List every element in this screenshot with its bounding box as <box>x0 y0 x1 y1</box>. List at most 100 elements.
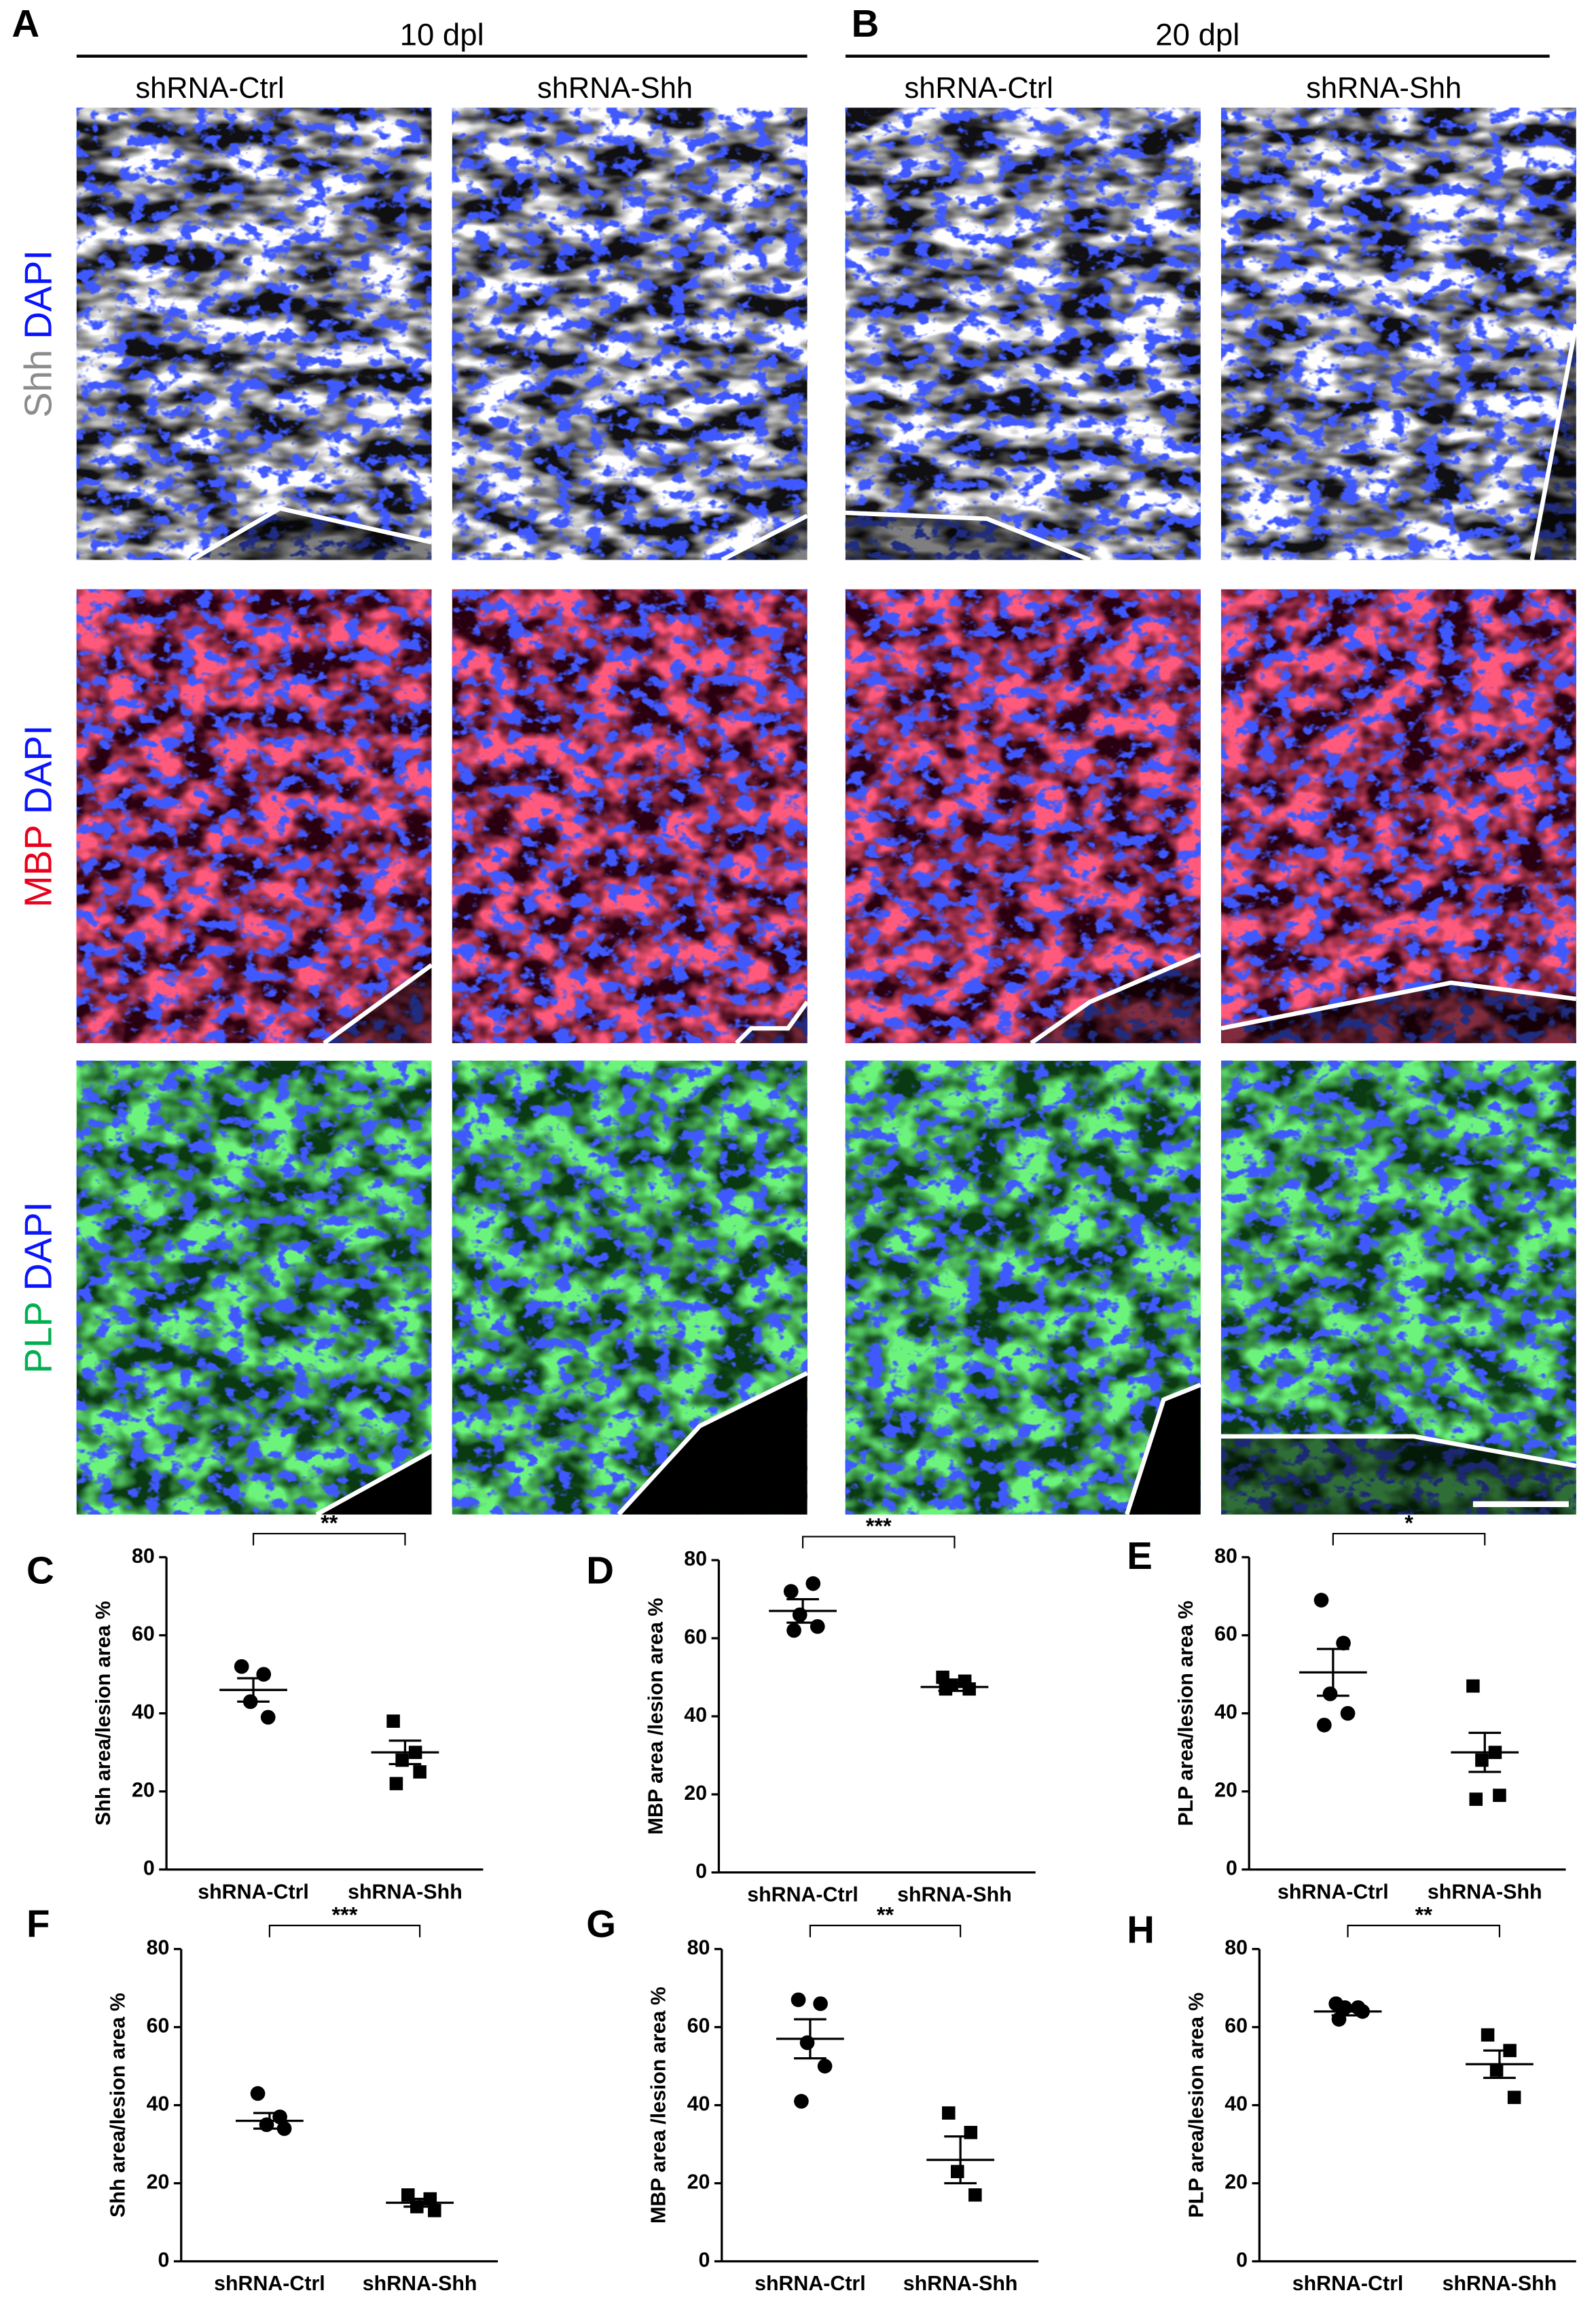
lesion-boundary <box>1220 980 1577 1031</box>
x-tick-label: shRNA-Ctrl <box>214 2273 325 2295</box>
x-tick-label: shRNA-Shh <box>1428 1881 1542 1903</box>
panel-letter: G <box>586 1902 616 1945</box>
y-axis-label: Shh area/lesion area % <box>107 1993 130 2218</box>
x-tick-label: shRNA-Shh <box>897 1884 1012 1906</box>
significance-bracket <box>801 1536 956 1549</box>
y-axis-label: PLP area/lesion area % <box>1175 1601 1197 1826</box>
panel-letter: E <box>1127 1534 1153 1577</box>
data-point <box>1340 1705 1356 1721</box>
micrograph <box>76 107 433 562</box>
lesion-boundary <box>721 513 809 562</box>
data-point <box>942 2106 956 2120</box>
y-tick-label: 60 <box>147 2015 170 2038</box>
data-point <box>1493 1788 1506 1803</box>
micrograph <box>452 589 810 1045</box>
x-tick-label: shRNA-Ctrl <box>1277 1881 1389 1903</box>
y-tick-label: 80 <box>684 1548 707 1570</box>
nuclei-signal <box>1221 107 1576 560</box>
data-point <box>1322 1686 1338 1701</box>
panel-letter: H <box>1127 1908 1155 1951</box>
data-point <box>792 1607 808 1623</box>
micrograph <box>1221 107 1578 561</box>
y-tick-label: 80 <box>147 1937 170 1959</box>
significance-label: ** <box>321 1511 338 1536</box>
data-point <box>260 1709 276 1725</box>
data-point <box>1469 1792 1483 1806</box>
lesion-area <box>736 1002 808 1043</box>
micrograph <box>452 1060 808 1517</box>
nuclei-signal <box>845 107 1201 560</box>
x-tick-label: shRNA-Ctrl <box>755 2273 866 2295</box>
data-point <box>817 2059 833 2074</box>
nuclei-signal <box>452 107 808 560</box>
y-tick-label: 60 <box>687 2015 710 2038</box>
y-axis-label: PLP area/lesion area % <box>1185 1993 1208 2218</box>
x-tick-label: shRNA-Ctrl <box>198 1881 309 1903</box>
lesion-boundary <box>190 506 433 562</box>
lesion-boundary <box>845 510 1091 562</box>
y-tick-label: 80 <box>1214 1545 1237 1568</box>
lesion-area <box>1127 1385 1201 1515</box>
data-point <box>1481 2028 1495 2042</box>
dot-plot: F Shh area/lesion area % 0 20 40 60 80 shRNA-Ct… <box>26 1902 498 2295</box>
group-title: 20 dpl <box>1155 18 1239 52</box>
lesion-area <box>1031 954 1201 1043</box>
lesion-boundary <box>735 1000 810 1045</box>
y-axis-label: Shh area/lesion area % <box>92 1601 115 1826</box>
micrograph <box>1221 1060 1577 1515</box>
data-point <box>256 1667 272 1682</box>
nuclei-signal <box>845 1060 1201 1515</box>
y-tick-label: 60 <box>1214 1623 1237 1646</box>
lesion-area <box>1221 1436 1576 1515</box>
dot-plot: G MBP area /lesion area % 0 20 40 60 80 shRNA-C… <box>586 1902 1039 2295</box>
y-tick-label: 20 <box>684 1782 707 1805</box>
panel-letter: C <box>26 1549 54 1592</box>
y-tick-label: 20 <box>132 1779 155 1802</box>
y-tick-label: 80 <box>687 1937 710 1959</box>
y-tick-label: 40 <box>1214 1701 1237 1724</box>
data-point <box>234 1659 249 1674</box>
data-point <box>250 2086 266 2101</box>
panel-letter: B <box>852 2 879 45</box>
y-tick-label: 80 <box>1225 1937 1248 1959</box>
data-point <box>962 1682 976 1696</box>
lesion-boundary <box>1030 952 1201 1045</box>
marker-name: PLP <box>17 1301 60 1374</box>
y-axis-label: MBP area /lesion area % <box>645 1598 667 1835</box>
data-point <box>1489 2063 1504 2077</box>
significance-bracket <box>809 1924 962 1938</box>
row-label: PLP DAPI <box>17 1201 60 1373</box>
y-tick-label: 0 <box>695 1860 707 1883</box>
y-tick-label: 0 <box>1226 1858 1237 1880</box>
significance-label: *** <box>866 1514 892 1538</box>
lesion-area <box>618 1373 808 1515</box>
column-label: shRNA-Ctrl <box>135 72 284 105</box>
data-point <box>799 2035 815 2050</box>
y-tick-label: 0 <box>158 2249 170 2272</box>
stain-name: DAPI <box>17 250 60 340</box>
column-label: shRNA-Shh <box>1306 72 1462 105</box>
y-tick-label: 60 <box>684 1626 707 1648</box>
y-tick-label: 80 <box>132 1545 155 1568</box>
significance-label: * <box>1404 1511 1413 1536</box>
micrograph <box>845 589 1201 1045</box>
panel-letter: A <box>12 2 39 45</box>
nuclei-signal <box>1221 589 1576 1043</box>
x-tick-label: shRNA-Ctrl <box>747 1884 858 1906</box>
y-tick-label: 60 <box>132 1623 155 1646</box>
data-point <box>1466 1679 1480 1693</box>
micrograph <box>1220 589 1577 1043</box>
x-tick-label: shRNA-Shh <box>903 2273 1018 2295</box>
data-point <box>413 1765 427 1779</box>
micrograph <box>76 1060 433 1517</box>
y-tick-label: 20 <box>147 2171 170 2194</box>
dot-plot: H PLP area/lesion area % 0 20 40 60 80 shRNA-Ct… <box>1127 1903 1576 2295</box>
data-point <box>805 1576 821 1591</box>
y-tick-label: 20 <box>1214 1779 1237 1802</box>
micrograph <box>845 107 1201 562</box>
y-axis-label: MBP area /lesion area % <box>648 1987 670 2224</box>
marker-name: MBP <box>17 825 60 907</box>
data-point <box>1336 1635 1351 1651</box>
